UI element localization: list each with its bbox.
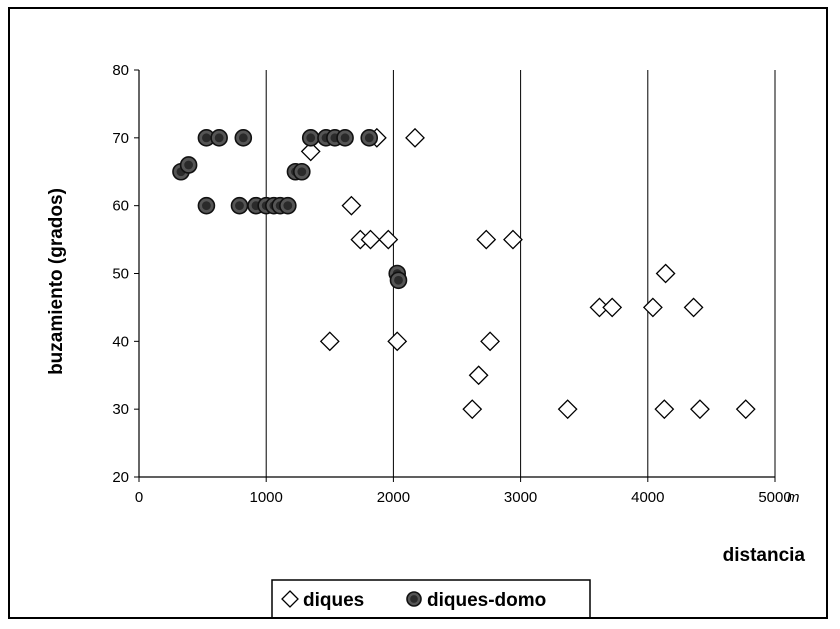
x-tick-label: 2000	[377, 489, 410, 506]
marker-core	[306, 133, 316, 143]
point-diques	[654, 399, 675, 420]
y-tick-label: 70	[112, 130, 129, 147]
legend-box	[271, 579, 591, 617]
legend-marker	[406, 591, 422, 607]
point-diques-domo	[279, 196, 297, 215]
x-axis-ticks: 0 1000 2000 3000 4000 5000	[135, 477, 792, 506]
legend-label: diques-domo	[427, 590, 546, 611]
point-diques-domo	[197, 129, 216, 147]
point-diques	[319, 331, 340, 352]
legend: diques diques-domo	[271, 579, 591, 617]
point-diques	[468, 365, 489, 386]
point-diques-domo	[293, 162, 311, 181]
point-diques-domo	[230, 196, 249, 215]
y-tick-label: 30	[112, 401, 129, 418]
point-diques	[557, 399, 578, 420]
x-tick-label: 3000	[504, 489, 537, 506]
marker-core	[297, 167, 307, 177]
y-tick-label: 20	[112, 469, 129, 486]
point-diques	[387, 331, 408, 352]
marker-core	[410, 595, 418, 603]
y-tick-label: 40	[112, 333, 129, 350]
plot-background	[139, 70, 775, 477]
marker-core	[214, 133, 224, 143]
point-diques	[735, 399, 756, 420]
series-diques	[300, 127, 756, 420]
x-axis-label: distancia	[723, 545, 806, 566]
point-diques	[642, 297, 663, 318]
point-diques-domo	[336, 129, 354, 147]
x-axis-unit: m	[787, 489, 800, 506]
x-tick-label: 5000	[758, 489, 791, 506]
y-tick-label: 60	[112, 198, 129, 215]
marker-core	[202, 201, 211, 211]
y-tick-label: 50	[112, 266, 129, 283]
point-diques-domo	[389, 271, 408, 290]
chart-frame: 0 1000 2000 3000 4000 5000 20 30 40 50 60 70 80 buz…	[8, 7, 828, 619]
plot-area	[139, 70, 775, 477]
marker-core	[235, 201, 244, 211]
marker-core	[202, 133, 211, 143]
point-diques	[480, 331, 500, 352]
data-points	[172, 127, 756, 420]
point-diques	[690, 399, 710, 420]
gridlines	[265, 70, 776, 477]
point-diques-domo	[179, 156, 198, 174]
marker-core	[184, 160, 194, 170]
x-tick-label: 4000	[631, 489, 664, 506]
point-diques	[602, 297, 623, 318]
legend-items: diques diques-domo	[281, 590, 546, 611]
point-diques	[683, 297, 704, 318]
point-diques	[503, 229, 523, 250]
point-diques	[655, 263, 676, 284]
point-diques	[378, 229, 399, 250]
legend-marker	[281, 590, 299, 608]
marker-core	[394, 275, 403, 285]
y-tick-label: 80	[112, 62, 129, 79]
scatter-chart: 0 1000 2000 3000 4000 5000 20 30 40 50 60 70 80 buz…	[46, 62, 806, 617]
marker-core	[283, 201, 293, 211]
marker-core	[340, 133, 350, 143]
point-diques-domo	[234, 129, 253, 147]
point-diques	[300, 141, 321, 162]
point-diques	[341, 195, 362, 216]
point-diques-domo	[210, 129, 228, 147]
x-tick-label: 1000	[250, 489, 283, 506]
legend-item-diques-domo: diques-domo	[406, 590, 546, 611]
point-diques-domo	[301, 129, 320, 147]
y-axis-ticks: 20 30 40 50 60 70 80	[112, 62, 139, 486]
x-tick-label: 0	[135, 489, 143, 506]
point-diques	[405, 127, 425, 148]
point-diques-domo	[197, 196, 216, 215]
marker-core	[364, 133, 374, 143]
legend-item-diques: diques	[281, 590, 364, 611]
point-diques	[462, 399, 483, 420]
y-axis-label: buzamiento (grados)	[46, 188, 67, 375]
point-diques	[360, 229, 381, 250]
legend-label: diques	[303, 590, 364, 611]
series-diques-domo	[172, 129, 408, 290]
point-diques	[476, 229, 497, 250]
point-diques-domo	[360, 129, 379, 147]
marker-core	[238, 133, 248, 143]
